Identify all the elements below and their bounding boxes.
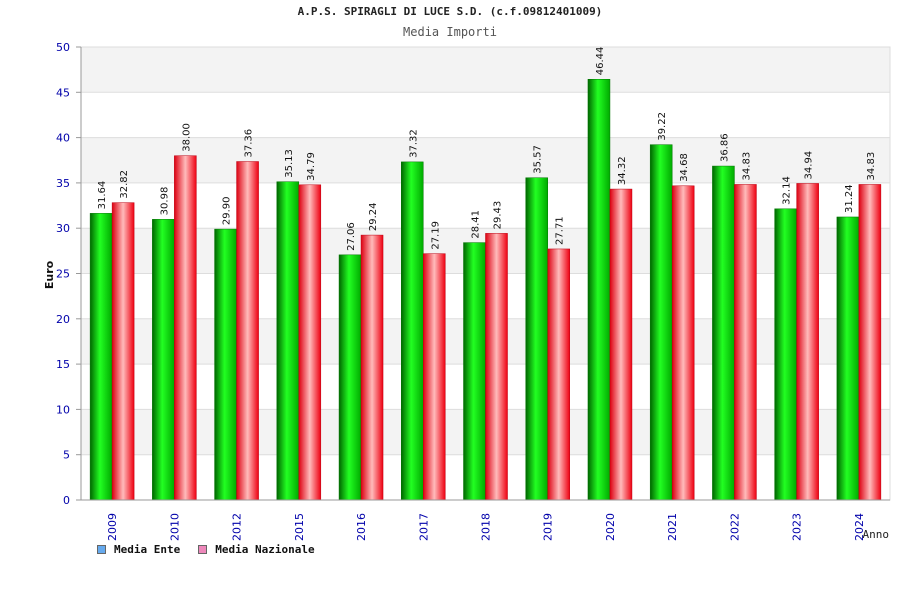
bar-media-nazionale	[796, 183, 819, 501]
y-axis-label: Euro	[43, 260, 56, 289]
data-label-media-ente: 36.86	[719, 133, 730, 162]
bar-media-nazionale	[423, 253, 446, 501]
bar-media-nazionale	[236, 161, 259, 501]
bar-media-ente	[587, 79, 611, 501]
bar-media-ente	[214, 228, 237, 501]
data-label-media-ente: 28.41	[471, 210, 482, 239]
x-axis-label: Anno	[863, 528, 890, 541]
x-tick-label: 2021	[666, 513, 679, 541]
data-label-media-nazionale: 29.43	[493, 201, 504, 230]
x-tick-label: 2009	[106, 513, 119, 541]
x-tick-label: 2018	[480, 513, 493, 541]
x-tick-label: 2015	[293, 513, 306, 541]
data-label-media-ente: 30.98	[159, 187, 170, 216]
y-tick-label: 20	[56, 313, 70, 326]
bar-media-nazionale	[609, 188, 633, 501]
x-tick-label: 2023	[791, 513, 804, 541]
legend: Media Ente Media Nazionale	[97, 543, 333, 556]
data-label-media-nazionale: 29.24	[368, 202, 379, 231]
bar-media-nazionale	[734, 184, 757, 501]
x-tick-label: 2024	[853, 513, 866, 541]
data-label-media-ente: 39.22	[657, 112, 668, 141]
data-label-media-nazionale: 27.71	[555, 216, 566, 245]
bar-media-nazionale	[858, 184, 882, 501]
legend-swatch-media-ente	[97, 545, 106, 554]
bar-media-nazionale	[298, 184, 322, 501]
plot-band	[81, 47, 890, 93]
bar-media-ente	[276, 181, 300, 501]
y-tick-label: 30	[56, 222, 70, 235]
legend-label-media-ente: Media Ente	[114, 543, 181, 556]
data-label-media-nazionale: 27.19	[430, 221, 441, 250]
data-label-media-ente: 32.14	[782, 176, 793, 205]
bar-media-ente	[152, 219, 175, 501]
legend-item-media-ente: Media Ente	[97, 543, 180, 556]
bar-media-nazionale	[547, 248, 570, 501]
data-label-media-ente: 46.44	[595, 47, 606, 76]
data-label-media-ente: 31.64	[97, 181, 108, 210]
data-label-media-nazionale: 34.68	[679, 153, 690, 182]
data-label-media-ente: 35.13	[284, 149, 295, 178]
plot-band	[81, 137, 890, 183]
y-tick-label: 0	[63, 494, 70, 507]
bar-media-nazionale	[111, 202, 135, 501]
x-tick-label: 2010	[168, 513, 181, 541]
chart-title: A.P.S. SPIRAGLI DI LUCE S.D. (c.f.098124…	[297, 5, 603, 18]
y-tick-label: 50	[56, 41, 70, 54]
legend-item-media-nazionale: Media Nazionale	[198, 543, 315, 556]
bar-media-ente	[649, 144, 673, 501]
bar-media-ente	[338, 254, 362, 501]
data-label-media-nazionale: 34.83	[741, 152, 752, 181]
y-tick-label: 10	[56, 403, 70, 416]
legend-swatch-media-nazionale	[198, 545, 208, 554]
data-label-media-nazionale: 34.94	[804, 151, 815, 180]
bar-media-nazionale	[485, 233, 508, 501]
data-label-media-ente: 29.90	[222, 196, 233, 225]
bar-media-ente	[525, 177, 548, 501]
y-tick-label: 15	[56, 358, 70, 371]
legend-label-media-nazionale: Media Nazionale	[215, 543, 315, 556]
bar-media-ente	[836, 216, 860, 501]
data-label-media-nazionale: 34.83	[866, 152, 877, 181]
data-label-media-ente: 35.57	[533, 145, 544, 174]
y-tick-label: 5	[63, 449, 70, 462]
bar-media-ente	[463, 242, 486, 501]
x-tick-label: 2019	[542, 513, 555, 541]
bar-media-ente	[712, 165, 735, 501]
y-tick-label: 45	[56, 86, 70, 99]
data-label-media-nazionale: 34.79	[306, 152, 317, 181]
data-label-media-ente: 37.32	[408, 129, 419, 158]
data-label-media-nazionale: 32.82	[119, 170, 130, 199]
bar-media-ente	[89, 213, 113, 501]
x-tick-label: 2022	[728, 513, 741, 541]
x-tick-label: 2017	[417, 513, 430, 541]
bar-media-nazionale	[671, 185, 695, 501]
y-tick-label: 40	[56, 132, 70, 145]
bar-media-nazionale	[360, 234, 384, 501]
bar-media-ente	[774, 208, 797, 501]
data-label-media-ente: 31.24	[844, 184, 855, 213]
x-tick-label: 2012	[231, 513, 244, 541]
data-label-media-nazionale: 37.36	[244, 129, 255, 158]
bar-media-ente	[401, 161, 424, 501]
data-label-media-ente: 27.06	[346, 222, 357, 251]
data-label-media-nazionale: 38.00	[181, 123, 192, 152]
data-label-media-nazionale: 34.32	[617, 156, 628, 185]
y-tick-label: 25	[56, 268, 70, 281]
chart-subtitle: Media Importi	[403, 25, 497, 39]
x-tick-label: 2016	[355, 513, 368, 541]
bar-media-nazionale	[174, 155, 197, 501]
x-tick-label: 2020	[604, 513, 617, 541]
y-tick-label: 35	[56, 177, 70, 190]
